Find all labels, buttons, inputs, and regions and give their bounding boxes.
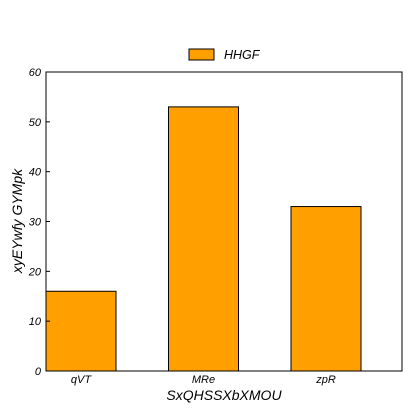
y-axis: 0 10 20 30 40 50 60 xyxy=(28,67,50,378)
y-tick-label: 10 xyxy=(29,316,42,328)
legend-swatch xyxy=(188,48,215,61)
y-tick-label: 60 xyxy=(29,67,42,79)
y-axis-title: xyEYwfy GYMpk xyxy=(9,168,25,274)
y-tick-label: 30 xyxy=(29,217,42,229)
x-tick-label: zpR xyxy=(315,374,336,386)
bars-group xyxy=(45,106,362,372)
y-tick-label: 0 xyxy=(35,366,42,378)
bar-qVT xyxy=(45,290,117,372)
legend: HHGF xyxy=(188,48,261,62)
bar-MRe xyxy=(168,106,239,372)
y-tick-label: 40 xyxy=(29,167,42,179)
legend-label: HHGF xyxy=(224,48,261,62)
x-axis: qVT MRe zpR xyxy=(71,374,336,386)
bar-zpR xyxy=(290,206,362,372)
x-tick-label: qVT xyxy=(71,374,92,386)
x-tick-label: MRe xyxy=(192,374,215,386)
y-tick-label: 50 xyxy=(29,117,42,129)
x-axis-title: SxQHSSXbXMOU xyxy=(166,387,282,403)
y-tick-label: 20 xyxy=(28,266,42,278)
